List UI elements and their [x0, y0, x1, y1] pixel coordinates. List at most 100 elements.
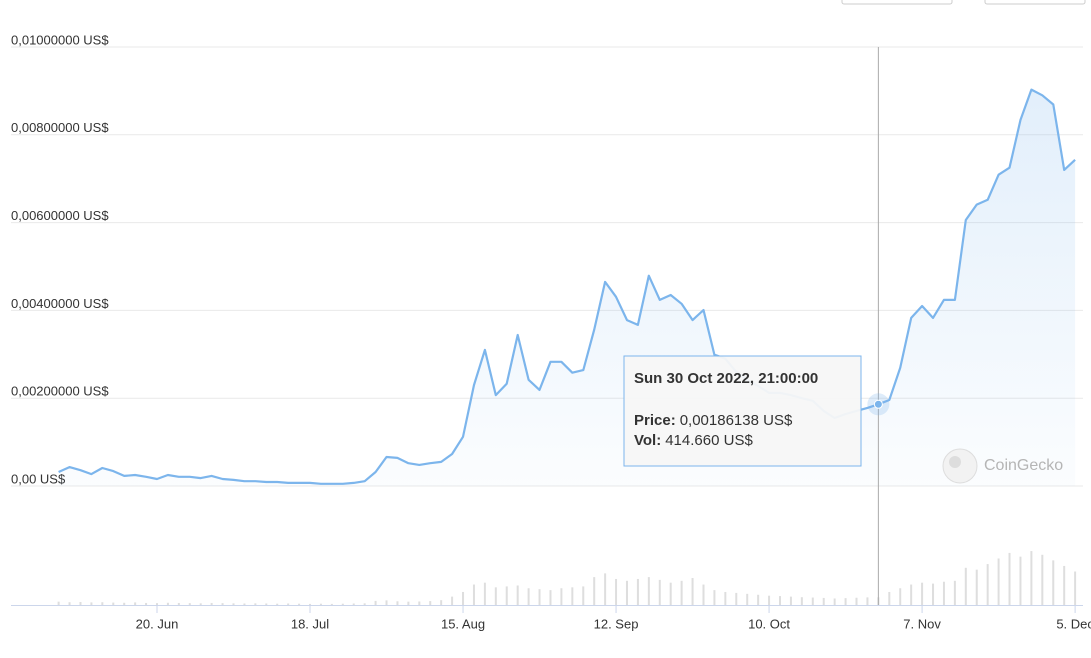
- tooltip-value: 0,00186138 US$: [680, 412, 793, 429]
- y-tick-label: 0,00600000 US$: [11, 208, 109, 223]
- volume-bar: [57, 601, 60, 605]
- volume-bar: [112, 602, 115, 605]
- volume-bar: [101, 602, 104, 605]
- y-tick-label: 0,00400000 US$: [11, 296, 109, 311]
- volume-bar: [232, 603, 235, 605]
- tooltip-title: Sun 30 Oct 2022, 21:00:00: [634, 370, 818, 387]
- volume-bars: [57, 551, 1077, 605]
- y-tick-label: 0,00800000 US$: [11, 120, 109, 135]
- volume-bar: [177, 602, 180, 605]
- tooltip-label: Price:: [634, 412, 676, 429]
- volume-bar: [1019, 556, 1022, 605]
- volume-bar: [265, 603, 268, 605]
- volume-bar: [68, 602, 71, 605]
- x-tick-label: 7. Nov: [903, 616, 941, 631]
- volume-bar: [789, 596, 792, 605]
- hover-point: [873, 399, 883, 409]
- volume-bar: [440, 600, 443, 605]
- volume-bar: [243, 603, 246, 605]
- watermark-logo-eye: [949, 456, 961, 468]
- range-button[interactable]: [984, 0, 1086, 5]
- volume-bar: [330, 603, 333, 605]
- x-tick-label: 15. Aug: [441, 616, 485, 631]
- volume-bar: [757, 594, 760, 605]
- volume-bar: [1074, 571, 1077, 605]
- volume-bar: [964, 567, 967, 605]
- volume-bar: [746, 593, 749, 605]
- volume-bar: [636, 578, 639, 605]
- x-tick-label: 18. Jul: [291, 616, 329, 631]
- x-axis: 20. Jun 18. Jul 15. Aug 12. Sep 10. Oct 7. No…: [11, 605, 1091, 631]
- tooltip-label: Vol:: [634, 432, 661, 449]
- volume-bar: [407, 601, 410, 605]
- volume-bar: [298, 603, 301, 605]
- watermark-text: CoinGecko: [984, 457, 1063, 474]
- volume-bar: [276, 603, 279, 605]
- x-tick-label: 10. Oct: [748, 616, 790, 631]
- volume-bar: [822, 597, 825, 605]
- volume-bar: [1052, 560, 1055, 605]
- volume-bar: [188, 603, 191, 605]
- y-tick-label: 0,01000000 US$: [11, 32, 109, 47]
- volume-bar: [571, 587, 574, 605]
- volume-bar: [560, 588, 563, 605]
- watermark: CoinGecko: [942, 448, 1063, 484]
- tooltip-value: 414.660 US$: [665, 432, 753, 449]
- volume-bar: [779, 596, 781, 605]
- volume-bar: [910, 584, 913, 605]
- volume-bar: [418, 601, 421, 605]
- volume-bar: [866, 597, 869, 605]
- volume-bar: [1041, 554, 1044, 605]
- volume-bar: [625, 580, 628, 605]
- volume-bar: [396, 601, 399, 605]
- volume-bar: [800, 597, 803, 605]
- volume-bar: [385, 600, 388, 605]
- watermark-logo: [942, 448, 978, 484]
- volume-bar: [942, 581, 945, 605]
- volume-bar: [462, 591, 465, 605]
- volume-bar: [615, 578, 618, 605]
- volume-bar: [975, 569, 978, 605]
- volume-bar: [921, 582, 924, 605]
- tooltip-box: [623, 355, 862, 467]
- price-area: [58, 89, 1076, 486]
- volume-bar: [155, 603, 158, 605]
- volume-bar: [582, 586, 585, 605]
- volume-bar: [844, 598, 847, 605]
- volume-bar: [1030, 551, 1033, 605]
- volume-bar: [680, 580, 683, 605]
- volume-bar: [483, 582, 486, 605]
- tooltip-layer: Sun 30 Oct 2022, 21:00:00 Price: 0,0018613…: [623, 47, 890, 605]
- price-line: [58, 88, 1076, 486]
- volume-bar: [472, 584, 475, 605]
- volume-bar: [593, 577, 596, 605]
- volume-bar: [527, 588, 530, 605]
- volume-bar: [145, 602, 148, 605]
- volume-bar: [309, 603, 312, 605]
- volume-bar: [134, 602, 137, 605]
- volume-bar: [986, 564, 989, 605]
- range-button[interactable]: [841, 0, 953, 5]
- volume-bar: [516, 585, 519, 605]
- volume-bar: [374, 600, 377, 605]
- volume-bar: [352, 603, 355, 605]
- volume-bar: [735, 592, 738, 605]
- grid: 0,00 US$ 0,00200000 US$ 0,00400000 US$ 0,00…: [11, 32, 1083, 487]
- volume-bar: [505, 586, 508, 605]
- volume-bar: [1008, 552, 1011, 605]
- y-tick-label: 0,00200000 US$: [11, 384, 109, 399]
- volume-bar: [287, 603, 290, 605]
- volume-bar: [833, 598, 836, 605]
- price-line: [58, 88, 1076, 485]
- volume-bar: [811, 597, 814, 605]
- volume-bar: [538, 589, 541, 605]
- volume-bar: [451, 596, 454, 605]
- volume-bar: [724, 591, 727, 605]
- volume-bar: [319, 603, 322, 605]
- volume-bar: [888, 591, 891, 605]
- volume-bar: [997, 558, 1000, 605]
- volume-bar: [210, 602, 213, 605]
- volume-bar: [123, 602, 126, 605]
